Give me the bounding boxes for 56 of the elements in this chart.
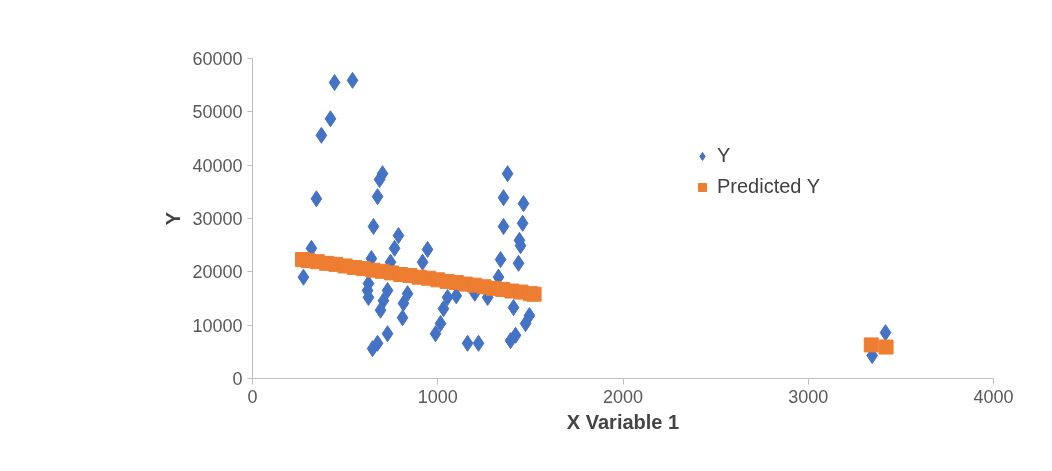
x-tick-label: 4000	[973, 386, 1014, 407]
point	[367, 218, 380, 235]
point	[497, 189, 510, 207]
point	[494, 251, 507, 269]
y-tick-label: 50000	[192, 102, 243, 123]
point	[392, 227, 405, 245]
point	[526, 286, 542, 302]
point	[371, 188, 384, 206]
legend-label: Y	[717, 144, 732, 167]
point	[381, 282, 394, 299]
y-tick-label: 30000	[192, 209, 243, 229]
y-tick-label: 40000	[192, 155, 243, 176]
point	[297, 268, 310, 286]
x-tick-label: 2000	[602, 386, 644, 407]
point	[310, 190, 323, 208]
y-tick-label: 0	[232, 369, 243, 389]
point	[437, 300, 450, 318]
point	[324, 110, 337, 128]
legend-label: Predicted Y	[717, 175, 821, 198]
point	[517, 195, 530, 213]
point	[863, 337, 879, 353]
point	[507, 299, 520, 317]
point	[315, 126, 328, 144]
point	[497, 218, 510, 235]
x-tick-label: 3000	[788, 386, 829, 407]
y-tick-label: 20000	[192, 262, 243, 283]
point	[472, 334, 485, 352]
point	[397, 294, 410, 312]
point	[501, 165, 514, 183]
point	[421, 240, 434, 258]
y-axis-title: Y	[162, 211, 185, 226]
point	[878, 339, 894, 355]
point	[373, 171, 386, 189]
point	[512, 254, 525, 272]
point	[441, 288, 454, 306]
point	[381, 325, 394, 343]
y-tick-label: 10000	[192, 315, 243, 336]
x-axis-title: X Variable 1	[566, 410, 680, 433]
point	[374, 301, 387, 319]
y-tick-label: 60000	[192, 49, 243, 69]
point	[328, 74, 341, 91]
point	[516, 214, 529, 232]
x-tick-label: 0	[247, 386, 258, 407]
point	[879, 324, 892, 342]
point	[388, 239, 401, 257]
point	[416, 253, 429, 271]
point	[461, 334, 474, 352]
x-tick-label: 1000	[417, 386, 458, 407]
point	[346, 71, 359, 89]
point	[401, 285, 414, 303]
point	[504, 332, 517, 350]
point	[434, 315, 447, 333]
point	[396, 309, 409, 327]
point	[366, 340, 379, 358]
point	[519, 315, 532, 333]
point	[429, 325, 442, 343]
